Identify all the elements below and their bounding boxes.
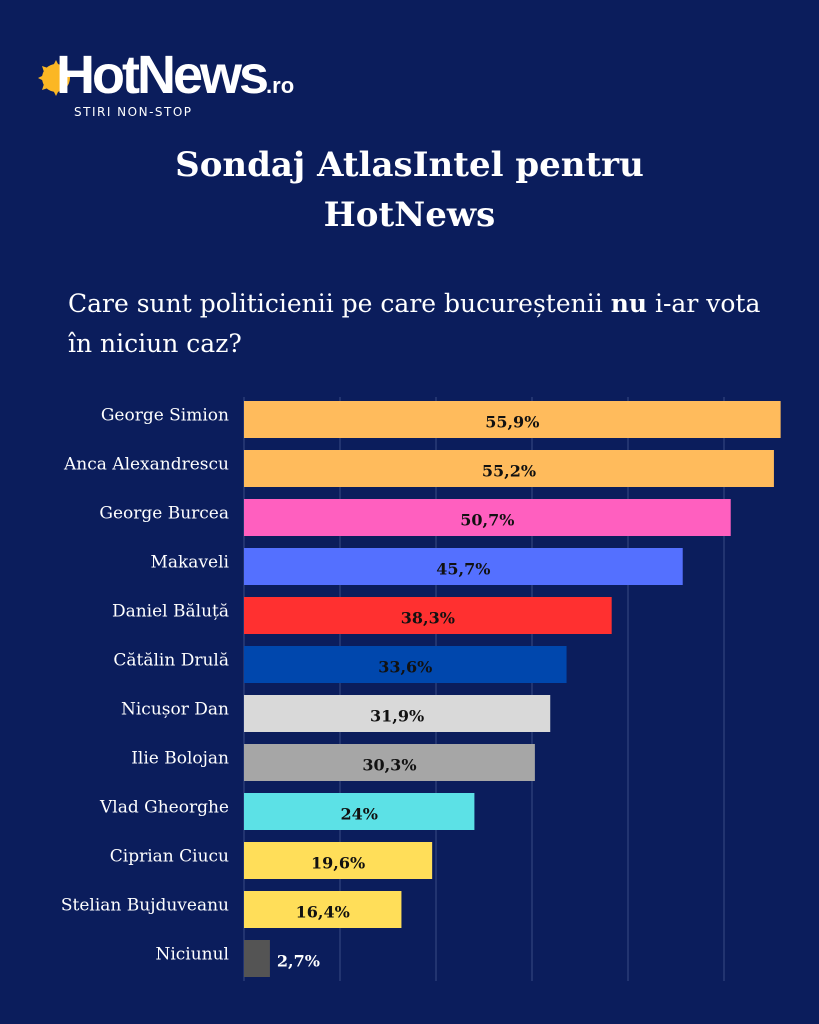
chart-question: Care sunt politicienii pe care bucurește… xyxy=(68,289,761,358)
logo-tagline: STIRI NON-STOP xyxy=(74,105,193,119)
data-label: 55,2% xyxy=(482,462,536,481)
data-label: 55,9% xyxy=(485,413,539,432)
bar xyxy=(244,695,551,732)
data-label: 19,6% xyxy=(311,854,365,873)
data-label: 50,7% xyxy=(460,511,514,530)
category-label: Ciprian Ciucu xyxy=(110,847,229,867)
data-label: 24% xyxy=(340,805,377,824)
category-label: George Simion xyxy=(101,406,229,426)
data-label: 38,3% xyxy=(401,609,455,628)
data-label: 45,7% xyxy=(436,560,490,579)
bar xyxy=(244,744,535,781)
bar xyxy=(244,646,567,683)
category-label: Daniel Băluță xyxy=(112,602,229,622)
bar xyxy=(244,793,475,830)
bar xyxy=(244,940,270,977)
category-label: George Burcea xyxy=(99,504,229,524)
category-label: Nicușor Dan xyxy=(121,700,229,720)
bar xyxy=(244,548,683,585)
bar xyxy=(244,842,433,879)
category-label: Ilie Bolojan xyxy=(131,749,229,769)
sun-icon xyxy=(38,60,70,96)
category-label: Cătălin Drulă xyxy=(113,651,229,671)
bar xyxy=(244,597,612,634)
bar xyxy=(244,891,402,928)
category-label: Makaveli xyxy=(150,553,229,573)
category-label: Stelian Bujduveanu xyxy=(61,896,229,916)
chart-title: Sondaj AtlasIntel pentru HotNews xyxy=(0,140,819,240)
logo-text: HotNews.ro xyxy=(56,45,295,105)
bar xyxy=(244,499,731,536)
hotnews-logo: HotNews.ro STIRI NON-STOP xyxy=(34,45,334,124)
bar xyxy=(244,401,781,438)
data-label: 31,9% xyxy=(370,707,424,726)
data-label: 33,6% xyxy=(378,658,432,677)
category-label: Vlad Gheorghe xyxy=(99,798,229,818)
data-label: 30,3% xyxy=(362,756,416,775)
data-label: 16,4% xyxy=(296,903,350,922)
category-label: Anca Alexandrescu xyxy=(63,455,229,475)
data-label: 2,7% xyxy=(277,952,320,971)
category-label: Niciunul xyxy=(155,945,229,965)
title-text: Sondaj AtlasIntel pentru HotNews xyxy=(175,145,644,235)
bar xyxy=(244,450,774,487)
